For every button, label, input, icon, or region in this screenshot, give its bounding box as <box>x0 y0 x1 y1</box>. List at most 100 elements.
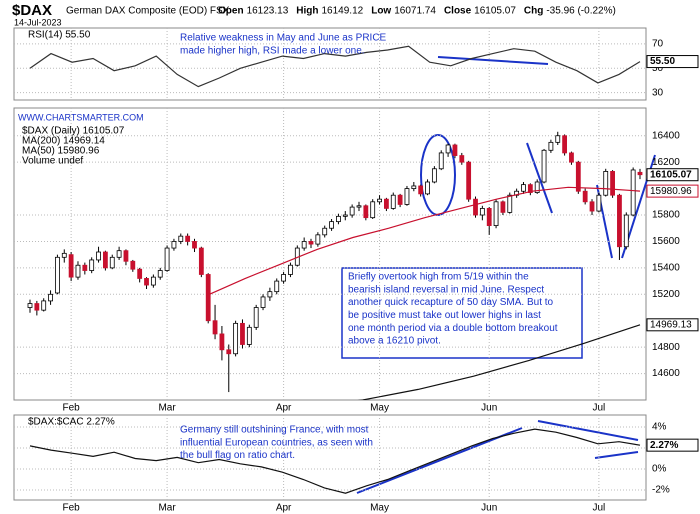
candle-body <box>274 280 280 293</box>
quote-value: 16105.07 <box>474 6 516 17</box>
candle-body <box>521 184 526 192</box>
candle-body <box>55 256 60 294</box>
x-tick-label: Feb <box>63 403 81 414</box>
candle-body <box>610 171 615 196</box>
candle-body <box>267 291 273 298</box>
price-box-label: 2.27% <box>650 440 678 451</box>
annotation: bearish island reversal in mid June. Res… <box>348 284 544 295</box>
candle-body <box>281 274 286 282</box>
candle-body <box>500 201 506 213</box>
candle-body <box>507 194 513 213</box>
legend: $DAX (Daily) 16105.07 <box>22 126 125 137</box>
candle-body <box>178 235 184 242</box>
candle-body <box>233 322 239 355</box>
quote-label: Open <box>218 6 244 17</box>
price-box <box>646 184 699 198</box>
candle-body <box>219 333 225 351</box>
candle-body <box>575 161 581 192</box>
candle-body <box>130 260 136 270</box>
candle-body <box>562 135 568 154</box>
annotation: the bull flag on ratio chart. <box>180 450 295 461</box>
candle-body <box>185 235 191 242</box>
quote-label: High <box>296 6 318 17</box>
candle-body <box>452 144 458 156</box>
legend: $DAX:$CAC 2.27% <box>28 417 115 428</box>
candle-body <box>534 181 540 193</box>
candle-body <box>48 293 53 302</box>
price-box-label: 55.50 <box>650 56 675 67</box>
candle-body <box>246 326 252 345</box>
candle-body <box>61 252 67 258</box>
y-tick-label: 15400 <box>652 263 680 274</box>
price-box-label: 16105.07 <box>650 169 692 180</box>
quote-label: Chg <box>524 6 543 17</box>
x-tick-label: Apr <box>276 503 292 514</box>
candle-body <box>308 241 314 245</box>
y-tick-label: 50 <box>652 63 664 74</box>
candle-body <box>288 264 293 275</box>
annotation: Germany still outshining France, with mo… <box>180 425 369 436</box>
plot <box>14 415 646 500</box>
y-tick-label: 70 <box>652 39 664 50</box>
y-tick-label: 0% <box>652 464 667 475</box>
candle-body <box>342 214 348 217</box>
candle-body <box>260 296 266 308</box>
quote-value: 16071.74 <box>394 6 436 17</box>
candle-body <box>596 194 602 212</box>
candle-body <box>569 152 574 163</box>
y-tick-label: 4% <box>652 422 667 433</box>
annotation: another quick recapture of 50 day SMA. B… <box>348 297 554 308</box>
candle-body <box>226 349 232 355</box>
candle-body <box>479 208 485 216</box>
candle-body <box>27 303 33 308</box>
y-tick-label: 15800 <box>652 210 680 221</box>
x-tick-label: Mar <box>158 503 176 514</box>
candle-body <box>198 247 204 275</box>
candle-body <box>137 268 143 279</box>
candle-body <box>192 241 197 249</box>
ratio-frame <box>13 414 647 501</box>
candle-body <box>253 307 259 328</box>
x-tick-label: Jul <box>592 403 605 414</box>
candle-body <box>102 251 108 269</box>
candle-body <box>41 300 47 311</box>
x-tick-label: Mar <box>158 403 176 414</box>
candle-body <box>431 168 437 183</box>
annotation: one month period via a double bottom bre… <box>348 323 558 334</box>
candle-body <box>582 190 588 203</box>
candle-body <box>425 181 430 195</box>
candle-body <box>144 278 149 286</box>
candle-body <box>486 208 492 226</box>
candle-body <box>34 303 40 311</box>
candle-body <box>150 276 156 286</box>
candle-body <box>171 241 177 249</box>
plot <box>14 108 646 400</box>
x-tick-label: Feb <box>63 503 81 514</box>
legend: MA(50) 15980.96 <box>22 146 100 157</box>
rsi-frame <box>13 27 647 101</box>
annotation: Briefly overtook high from 5/19 within t… <box>348 272 529 283</box>
legend: RSI(14) 55.50 <box>28 30 91 41</box>
candle-body <box>349 206 355 216</box>
candle-body <box>329 221 334 229</box>
price-frame <box>13 107 647 401</box>
price-box <box>646 168 699 182</box>
candle-body <box>75 264 81 278</box>
quote-label: Close <box>444 6 472 17</box>
annotation: made higher high, RSI made a lower one. <box>180 45 365 56</box>
x-tick-label: Apr <box>276 403 292 414</box>
candle-body <box>630 169 636 216</box>
series-line <box>29 45 641 88</box>
series-line <box>209 186 641 295</box>
y-tick-label: 16200 <box>652 157 680 168</box>
candle-body <box>240 322 245 345</box>
price-box-label: 15980.96 <box>650 186 692 197</box>
candle-body <box>164 247 170 271</box>
note-box <box>341 267 583 359</box>
candle-body <box>336 215 341 223</box>
candle-body <box>411 185 417 189</box>
x-tick-label: Jun <box>481 503 497 514</box>
candle-body <box>555 135 561 143</box>
candle-body <box>548 141 554 151</box>
candle-body <box>363 205 369 219</box>
